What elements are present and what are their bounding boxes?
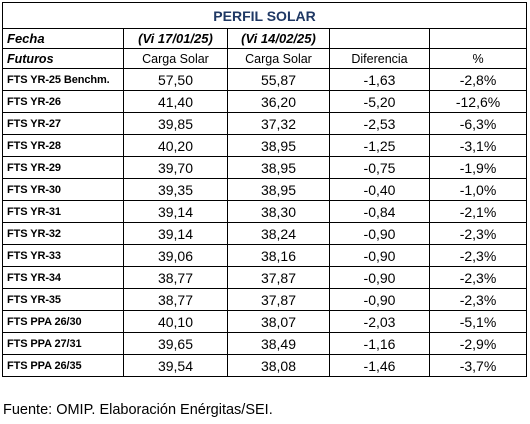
diferencia: -2,53 xyxy=(329,112,430,135)
row-name: FTS YR-32 xyxy=(2,222,124,245)
date-1: (Vi 17/01/25) xyxy=(123,28,228,49)
table-row: FTS YR-27 39,85 37,32 -2,53 -6,3% xyxy=(2,112,528,135)
percent: -3,7% xyxy=(428,354,528,377)
diferencia: -1,46 xyxy=(329,354,430,377)
diferencia: -0,84 xyxy=(329,200,430,223)
carga-solar-2: 38,95 xyxy=(227,156,330,179)
percent: -1,9% xyxy=(428,156,528,179)
diferencia: -0,90 xyxy=(329,266,430,289)
table-row: FTS YR-31 39,14 38,30 -0,84 -2,1% xyxy=(2,200,528,223)
row-name: FTS YR-30 xyxy=(2,178,124,201)
carga-solar-1: 41,40 xyxy=(123,90,228,113)
row-name: FTS YR-25 Benchm. xyxy=(2,68,124,91)
table-row: FTS YR-30 39,35 38,95 -0,40 -1,0% xyxy=(2,178,528,201)
diferencia: -2,03 xyxy=(329,310,430,333)
diferencia: -0,90 xyxy=(329,244,430,267)
percent: -2,3% xyxy=(428,222,528,245)
row-name: FTS YR-33 xyxy=(2,244,124,267)
blank-cell xyxy=(329,28,430,49)
diferencia: -5,20 xyxy=(329,90,430,113)
carga-solar-2: 38,95 xyxy=(227,178,330,201)
carga-solar-1: 39,65 xyxy=(123,332,228,355)
carga-solar-2: 36,20 xyxy=(227,90,330,113)
carga-solar-2: 37,32 xyxy=(227,112,330,135)
percent: -12,6% xyxy=(428,90,528,113)
carga-solar-2: 38,49 xyxy=(227,332,330,355)
carga-solar-1: 39,14 xyxy=(123,222,228,245)
row-name: FTS YR-29 xyxy=(2,156,124,179)
percent: -2,8% xyxy=(428,68,528,91)
source-note: Fuente: OMIP. Elaboración Enérgitas/SEI. xyxy=(3,402,273,418)
diferencia: -0,90 xyxy=(329,288,430,311)
diferencia: -0,40 xyxy=(329,178,430,201)
fecha-label: Fecha xyxy=(2,28,124,49)
carga-solar-1: 39,70 xyxy=(123,156,228,179)
carga-solar-1: 39,85 xyxy=(123,112,228,135)
table-row: FTS PPA 26/35 39,54 38,08 -1,46 -3,7% xyxy=(2,354,528,377)
carga-solar-1: 39,54 xyxy=(123,354,228,377)
solar-profile-table: PERFIL SOLAR Fecha (Vi 17/01/25) (Vi 14/… xyxy=(1,2,528,377)
header-futuros: Futuros xyxy=(2,48,124,69)
table-title: PERFIL SOLAR xyxy=(1,2,528,29)
percent: -2,1% xyxy=(428,200,528,223)
date-2: (Vi 14/02/25) xyxy=(227,28,330,49)
row-name: FTS YR-31 xyxy=(2,200,124,223)
diferencia: -1,25 xyxy=(329,134,430,157)
header-diferencia: Diferencia xyxy=(329,48,430,69)
percent: -6,3% xyxy=(428,112,528,135)
carga-solar-2: 55,87 xyxy=(227,68,330,91)
table-row: FTS PPA 26/30 40,10 38,07 -2,03 -5,1% xyxy=(2,310,528,333)
carga-solar-2: 37,87 xyxy=(227,288,330,311)
diferencia: -1,16 xyxy=(329,332,430,355)
row-name: FTS PPA 27/31 xyxy=(2,332,124,355)
percent: -2,3% xyxy=(428,288,528,311)
carga-solar-1: 38,77 xyxy=(123,266,228,289)
table-row: FTS YR-29 39,70 38,95 -0,75 -1,9% xyxy=(2,156,528,179)
table-row: FTS YR-25 Benchm. 57,50 55,87 -1,63 -2,8% xyxy=(2,68,528,91)
carga-solar-2: 38,30 xyxy=(227,200,330,223)
carga-solar-1: 40,20 xyxy=(123,134,228,157)
row-name: FTS YR-34 xyxy=(2,266,124,289)
blank-cell xyxy=(428,28,528,49)
row-name: FTS YR-35 xyxy=(2,288,124,311)
carga-solar-1: 38,77 xyxy=(123,288,228,311)
percent: -2,9% xyxy=(428,332,528,355)
table-row: FTS YR-33 39,06 38,16 -0,90 -2,3% xyxy=(2,244,528,267)
table-row: FTS YR-28 40,20 38,95 -1,25 -3,1% xyxy=(2,134,528,157)
carga-solar-1: 40,10 xyxy=(123,310,228,333)
percent: -2,3% xyxy=(428,244,528,267)
table-row: FTS PPA 27/31 39,65 38,49 -1,16 -2,9% xyxy=(2,332,528,355)
carga-solar-2: 38,16 xyxy=(227,244,330,267)
carga-solar-2: 38,07 xyxy=(227,310,330,333)
carga-solar-1: 39,35 xyxy=(123,178,228,201)
row-name: FTS YR-27 xyxy=(2,112,124,135)
row-name: FTS PPA 26/30 xyxy=(2,310,124,333)
percent: -5,1% xyxy=(428,310,528,333)
table-row: FTS YR-26 41,40 36,20 -5,20 -12,6% xyxy=(2,90,528,113)
header-pct: % xyxy=(428,48,528,69)
diferencia: -1,63 xyxy=(329,68,430,91)
carga-solar-2: 38,08 xyxy=(227,354,330,377)
table-row: FTS YR-32 39,14 38,24 -0,90 -2,3% xyxy=(2,222,528,245)
table-row: FTS YR-35 38,77 37,87 -0,90 -2,3% xyxy=(2,288,528,311)
carga-solar-1: 57,50 xyxy=(123,68,228,91)
diferencia: -0,90 xyxy=(329,222,430,245)
header-carga-2: Carga Solar xyxy=(227,48,330,69)
table-row: FTS YR-34 38,77 37,87 -0,90 -2,3% xyxy=(2,266,528,289)
percent: -1,0% xyxy=(428,178,528,201)
percent: -3,1% xyxy=(428,134,528,157)
percent: -2,3% xyxy=(428,266,528,289)
diferencia: -0,75 xyxy=(329,156,430,179)
row-name: FTS YR-28 xyxy=(2,134,124,157)
row-name: FTS YR-26 xyxy=(2,90,124,113)
carga-solar-2: 37,87 xyxy=(227,266,330,289)
carga-solar-2: 38,24 xyxy=(227,222,330,245)
header-carga-1: Carga Solar xyxy=(123,48,228,69)
carga-solar-1: 39,06 xyxy=(123,244,228,267)
carga-solar-2: 38,95 xyxy=(227,134,330,157)
row-name: FTS PPA 26/35 xyxy=(2,354,124,377)
carga-solar-1: 39,14 xyxy=(123,200,228,223)
